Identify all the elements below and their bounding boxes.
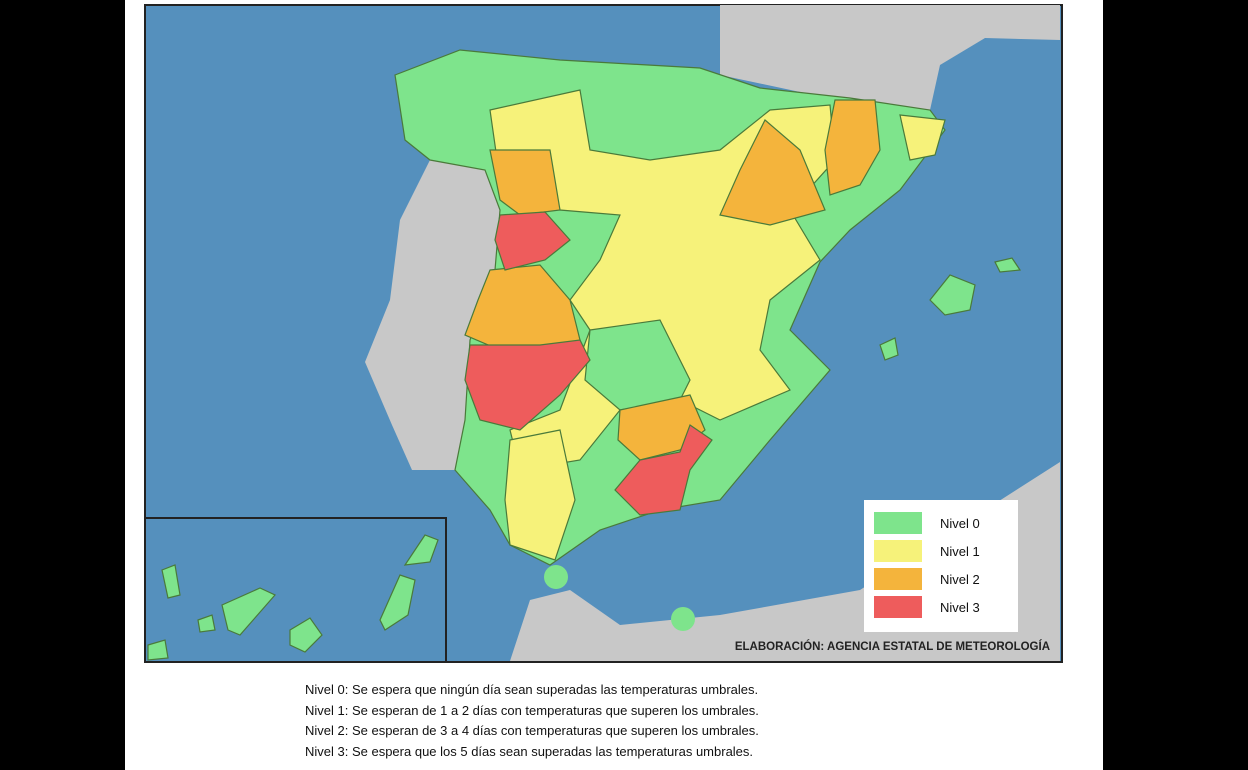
legend-swatch: [874, 568, 922, 590]
legend-swatch: [874, 540, 922, 562]
el-hierro: [197, 614, 216, 633]
note-line: Nivel 1: Se esperan de 1 a 2 días con te…: [305, 702, 759, 718]
gran-canaria: [289, 617, 323, 653]
legend-label: Nivel 0: [940, 516, 980, 531]
legend-swatch: [874, 512, 922, 534]
ceuta: [544, 565, 568, 589]
la-gomera: [147, 639, 169, 661]
legend-items: Nivel 0 Nivel 1 Nivel 2 Nivel 3: [874, 512, 980, 618]
zone-2b: [719, 119, 826, 226]
menorca: [994, 257, 1022, 273]
zone-1b: [899, 114, 946, 161]
lanzarote: [403, 534, 439, 566]
legend-label: Nivel 2: [940, 572, 980, 587]
zone-3a: [494, 211, 571, 271]
note-line: Nivel 3: Se espera que los 5 días sean s…: [305, 743, 754, 759]
la-palma: [161, 564, 181, 599]
fuerteventura: [379, 574, 416, 631]
tenerife: [221, 587, 276, 636]
legend-label: Nivel 3: [940, 600, 980, 615]
notes: Nivel 0: Se espera que ningún día sean s…: [305, 680, 925, 762]
legend-label: Nivel 1: [940, 544, 980, 559]
france: [720, 5, 1060, 110]
credit: ELABORACIÓN: AGENCIA ESTATAL DE METEOROL…: [735, 640, 1050, 653]
zone-1c: [504, 429, 576, 561]
melilla: [671, 607, 695, 631]
zone-3c: [614, 424, 713, 516]
note-line: Nivel 0: Se espera que ningún día sean s…: [305, 682, 759, 697]
ibiza: [879, 337, 899, 361]
zone-2c: [824, 99, 881, 196]
mallorca: [929, 274, 976, 316]
zone-3b: [464, 339, 591, 431]
note-line: Nivel 2: Se esperan de 3 a 4 días con te…: [305, 723, 759, 738]
legend-swatch: [874, 596, 922, 618]
